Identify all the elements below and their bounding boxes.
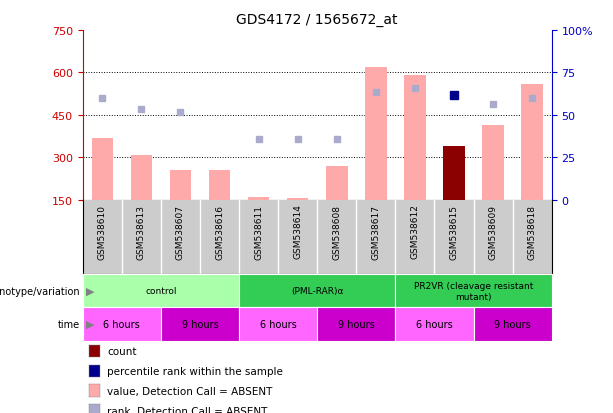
Text: genotype/variation: genotype/variation (0, 286, 80, 296)
Bar (91, 138, 113, 200)
Text: percentile rank within the sample: percentile rank within the sample (107, 366, 283, 376)
Text: GSM538613: GSM538613 (137, 204, 146, 259)
Title: GDS4172 / 1565672_at: GDS4172 / 1565672_at (237, 13, 398, 27)
Text: ▶: ▶ (86, 286, 94, 296)
Text: (PML-RAR)α: (PML-RAR)α (291, 287, 343, 296)
Text: 6 hours: 6 hours (104, 319, 140, 329)
Text: GSM538610: GSM538610 (98, 204, 107, 259)
Bar (326, 166, 348, 200)
Text: 6 hours: 6 hours (260, 319, 297, 329)
Text: ▶: ▶ (86, 319, 94, 329)
Text: GSM538617: GSM538617 (371, 204, 380, 259)
Text: GSM538618: GSM538618 (528, 204, 536, 259)
Text: time: time (58, 319, 80, 329)
Text: rank, Detection Call = ABSENT: rank, Detection Call = ABSENT (107, 406, 268, 413)
Text: 6 hours: 6 hours (416, 319, 453, 329)
Text: GSM538615: GSM538615 (449, 204, 459, 259)
Bar (248, 197, 269, 200)
Text: PR2VR (cleavage resistant
mutant): PR2VR (cleavage resistant mutant) (414, 282, 533, 301)
Text: 9 hours: 9 hours (181, 319, 218, 329)
Bar (170, 171, 191, 200)
Bar (365, 68, 387, 200)
Bar (209, 171, 230, 200)
Bar (404, 76, 425, 200)
Text: control: control (145, 287, 177, 296)
Text: value, Detection Call = ABSENT: value, Detection Call = ABSENT (107, 386, 273, 396)
Text: GSM538607: GSM538607 (176, 204, 185, 259)
Text: GSM538608: GSM538608 (332, 204, 341, 259)
Bar (131, 155, 152, 200)
Text: 9 hours: 9 hours (494, 319, 531, 329)
Text: GSM538616: GSM538616 (215, 204, 224, 259)
Text: GSM538611: GSM538611 (254, 204, 263, 259)
Bar (482, 126, 504, 200)
Bar (443, 147, 465, 200)
Text: count: count (107, 346, 137, 356)
Bar (522, 85, 543, 200)
Text: GSM538609: GSM538609 (489, 204, 498, 259)
Text: GSM538614: GSM538614 (293, 204, 302, 259)
Bar (287, 199, 308, 200)
Text: GSM538612: GSM538612 (411, 204, 419, 259)
Text: 9 hours: 9 hours (338, 319, 375, 329)
